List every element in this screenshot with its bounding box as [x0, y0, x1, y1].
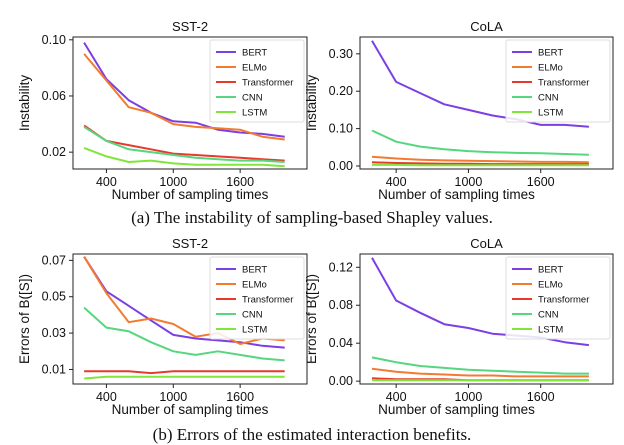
- series-line-transformer: [84, 371, 285, 373]
- y-tick-label: 0.10: [42, 33, 66, 47]
- y-tick-label: 0.30: [329, 47, 353, 61]
- legend-label: CNN: [538, 93, 559, 104]
- legend-label: LSTM: [538, 108, 563, 119]
- x-axis-label: Number of sampling times: [378, 187, 535, 202]
- y-axis-label: Instability: [17, 75, 32, 132]
- y-tick-label: 0.04: [329, 336, 353, 350]
- legend-label: ELMo: [242, 280, 267, 291]
- y-tick-label: 0.08: [329, 298, 353, 312]
- x-axis-label: Number of sampling times: [112, 402, 269, 417]
- legend-label: ELMo: [242, 63, 267, 74]
- series-line-cnn: [372, 131, 589, 155]
- legend-label: LSTM: [538, 325, 563, 336]
- legend-label: CNN: [242, 93, 263, 104]
- legend-label: BERT: [242, 265, 267, 276]
- legend: BERT ELMo Transformer CNN LSTM: [210, 257, 304, 339]
- y-axis-label: Errors of B([S]): [304, 274, 319, 364]
- y-tick-label: 0.06: [42, 89, 66, 103]
- legend-label: LSTM: [242, 108, 267, 119]
- series-line-lstm: [84, 377, 285, 379]
- y-tick-label: 0.00: [329, 159, 353, 173]
- legend-label: Transformer: [538, 78, 589, 89]
- chart-title: SST-2: [172, 236, 208, 251]
- legend-label: BERT: [538, 48, 563, 59]
- legend-label: ELMo: [538, 63, 563, 74]
- legend-label: BERT: [242, 48, 267, 59]
- y-tick-label: 0.10: [329, 122, 353, 136]
- y-tick-label: 0.12: [329, 260, 353, 274]
- legend: BERT ELMo Transformer CNN LSTM: [506, 257, 610, 339]
- legend-label: Transformer: [242, 78, 293, 89]
- caption-b: (b) Errors of the estimated interaction …: [0, 425, 624, 445]
- y-tick-label: 0.01: [42, 362, 66, 376]
- x-axis-label: Number of sampling times: [112, 187, 269, 202]
- chart-title: SST-2: [172, 19, 208, 34]
- x-axis-label: Number of sampling times: [378, 402, 535, 417]
- series-line-cnn: [84, 127, 285, 162]
- legend-label: Transformer: [538, 295, 589, 306]
- legend-label: LSTM: [242, 325, 267, 336]
- series-line-elmo: [372, 157, 589, 163]
- series-line-cnn: [372, 357, 589, 373]
- chart-title: CoLA: [470, 19, 503, 34]
- legend-label: ELMo: [538, 280, 563, 291]
- legend-label: CNN: [242, 310, 263, 321]
- y-tick-label: 0.07: [42, 253, 66, 267]
- legend: BERT ELMo Transformer CNN LSTM: [506, 40, 610, 122]
- y-tick-label: 0.02: [42, 145, 66, 159]
- y-axis-label: Errors of B([S]): [17, 274, 32, 364]
- legend-label: BERT: [538, 265, 563, 276]
- chart-title: CoLA: [470, 236, 503, 251]
- y-tick-label: 0.20: [329, 84, 353, 98]
- legend-label: CNN: [538, 310, 559, 321]
- y-tick-label: 0.05: [42, 290, 66, 304]
- y-axis-label: Instability: [304, 75, 319, 132]
- y-tick-label: 0.00: [329, 374, 353, 388]
- caption-a: (a) The instability of sampling-based Sh…: [0, 208, 624, 228]
- y-tick-label: 0.03: [42, 326, 66, 340]
- legend-label: Transformer: [242, 295, 293, 306]
- legend: BERT ELMo Transformer CNN LSTM: [210, 40, 304, 122]
